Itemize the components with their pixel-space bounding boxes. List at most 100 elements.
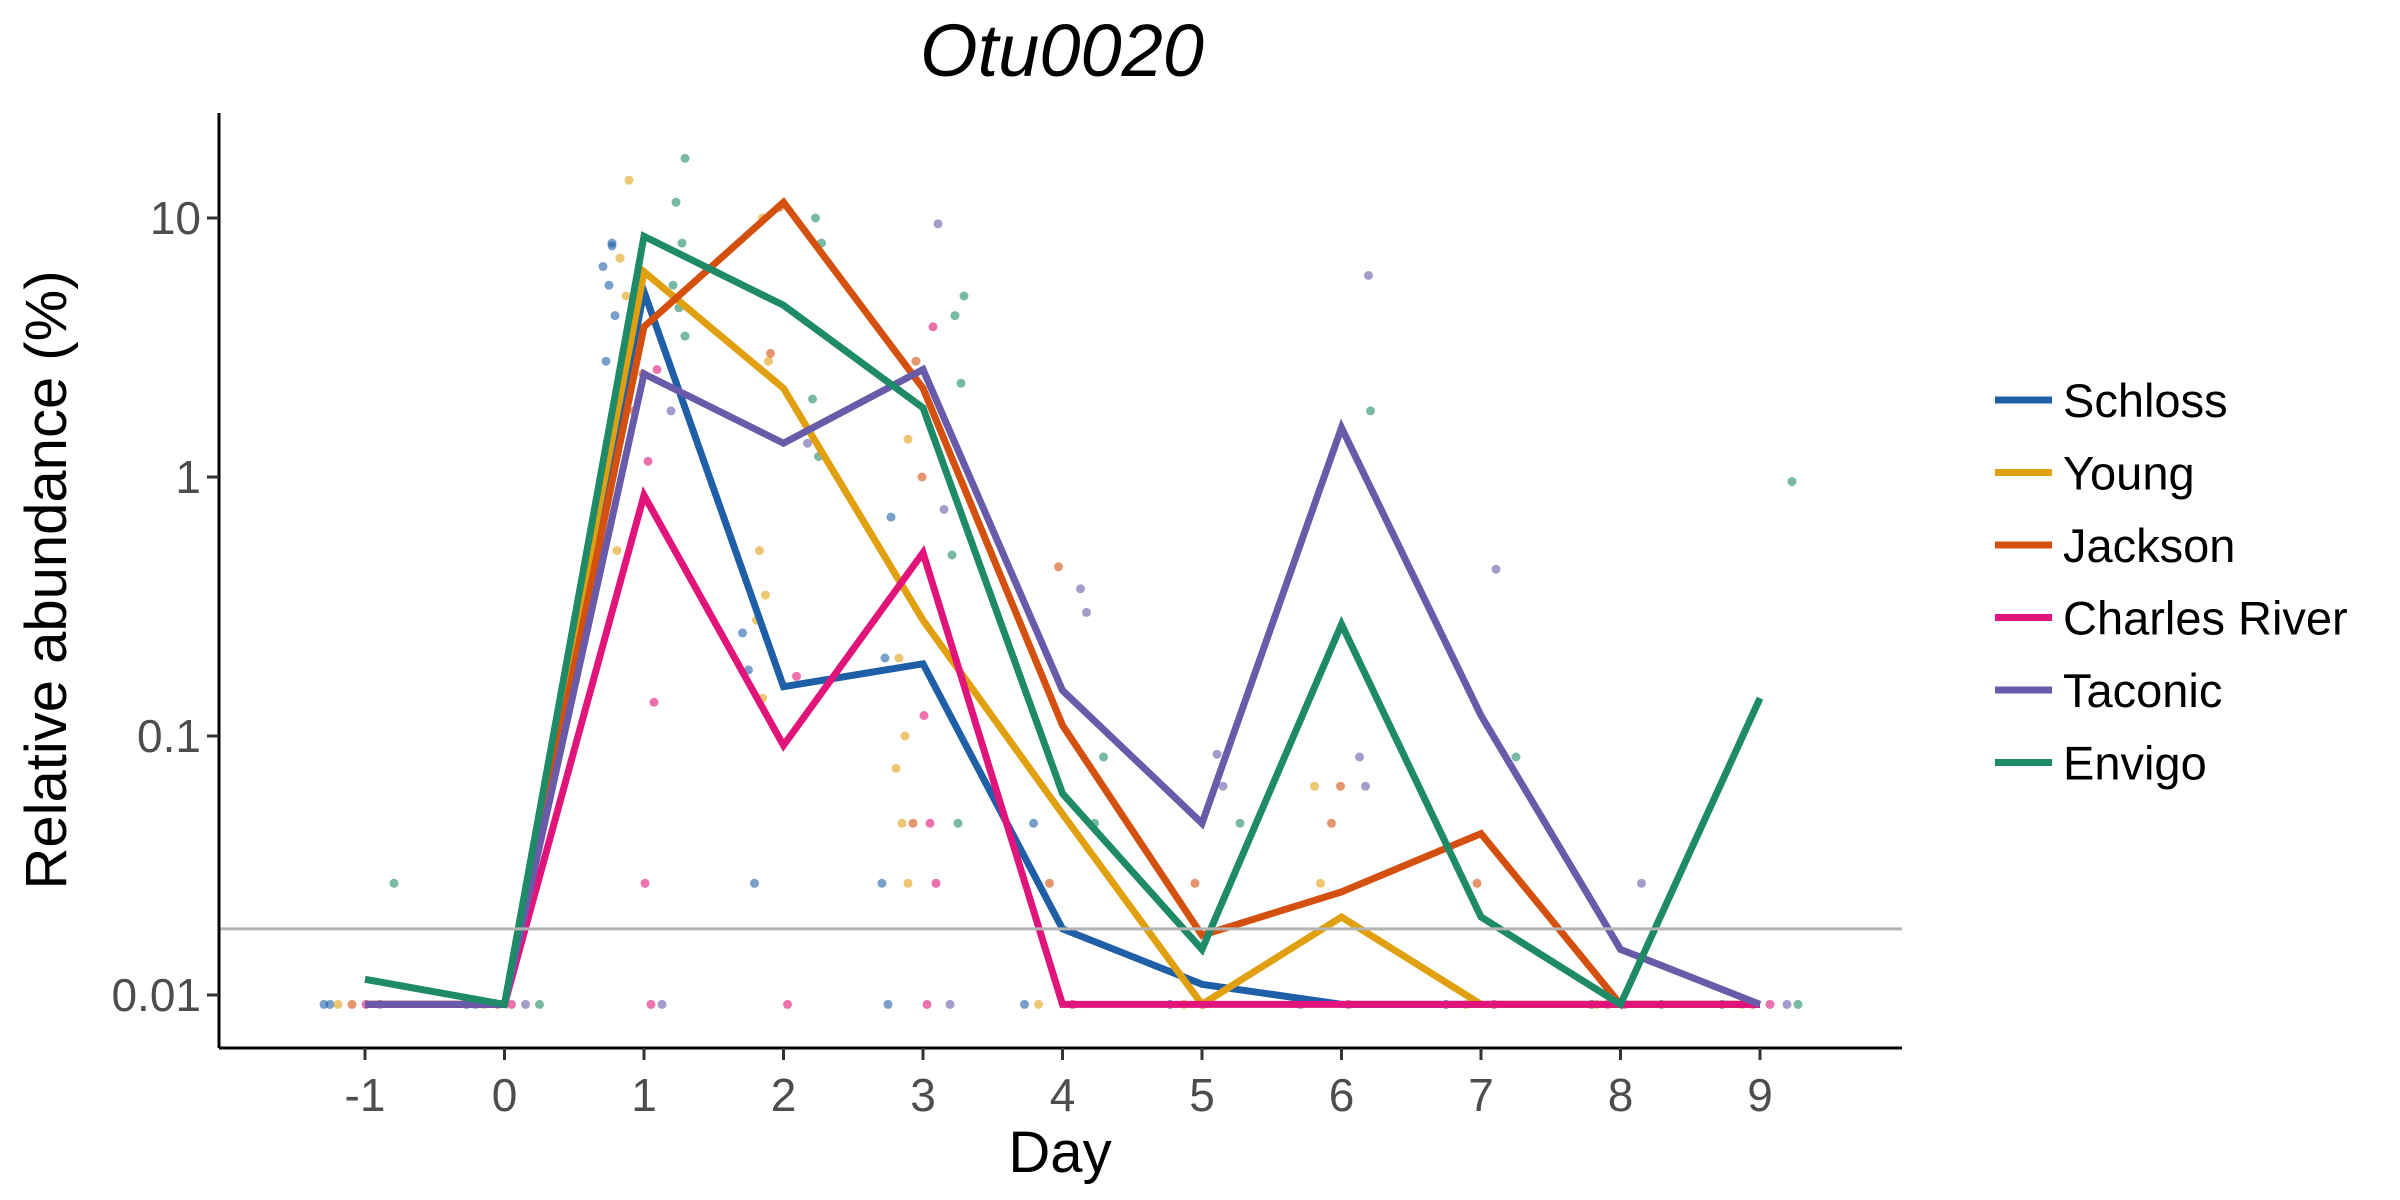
data-point-envigo bbox=[1793, 999, 1803, 1009]
data-point-charles-river bbox=[507, 999, 516, 1009]
data-point-young bbox=[894, 653, 904, 663]
series-lines-layer bbox=[364, 197, 1764, 1010]
chart-title: Otu0020 bbox=[920, 9, 1204, 92]
data-point-jackson bbox=[917, 472, 927, 482]
data-point-envigo bbox=[953, 818, 963, 828]
data-point-envigo bbox=[677, 238, 687, 248]
x-tick-label: 5 bbox=[1189, 1069, 1215, 1121]
data-point-schloss bbox=[325, 999, 335, 1009]
data-point-charles-river bbox=[1765, 999, 1775, 1009]
x-tick-label: 4 bbox=[1050, 1069, 1076, 1121]
data-point-envigo bbox=[680, 331, 690, 341]
data-point-jackson bbox=[1327, 818, 1336, 828]
data-point-taconic bbox=[657, 999, 667, 1009]
data-point-young bbox=[903, 434, 913, 444]
data-point-charles-river bbox=[643, 456, 653, 466]
data-point-envigo bbox=[1099, 752, 1108, 762]
y-tick-label: 1 bbox=[175, 451, 201, 503]
x-tick-label: 2 bbox=[771, 1069, 797, 1121]
legend-label-young: Young bbox=[2063, 447, 2195, 500]
data-point-charles-river bbox=[792, 671, 801, 681]
data-point-envigo bbox=[956, 378, 966, 388]
data-point-charles-river bbox=[928, 322, 938, 332]
x-tick-label: 9 bbox=[1747, 1069, 1773, 1121]
series-line-charles-river bbox=[365, 486, 1760, 1008]
y-axis-title: Relative abundance (%) bbox=[14, 270, 79, 889]
data-point-schloss bbox=[610, 311, 620, 321]
data-point-charles-river bbox=[783, 999, 792, 1009]
data-point-young bbox=[755, 546, 764, 556]
data-point-envigo bbox=[671, 197, 681, 207]
legend: Schloss Young Jackson Charles River Taconic E… bbox=[1995, 374, 2348, 790]
data-point-taconic bbox=[1082, 607, 1091, 617]
data-point-jackson bbox=[766, 348, 775, 358]
data-point-taconic bbox=[1212, 749, 1222, 759]
y-axis-ticks: 0.01 0.1 1 10 bbox=[111, 192, 219, 1021]
legend-label-schloss: Schloss bbox=[2063, 374, 2228, 427]
data-point-envigo bbox=[680, 153, 690, 163]
y-tick-label: 0.1 bbox=[137, 710, 201, 762]
data-point-taconic bbox=[945, 999, 955, 1009]
x-tick-label: 6 bbox=[1329, 1069, 1355, 1121]
data-point-taconic bbox=[803, 438, 812, 448]
data-point-schloss bbox=[886, 512, 896, 522]
x-tick-label: 8 bbox=[1608, 1069, 1634, 1121]
data-point-young bbox=[612, 546, 622, 556]
data-point-envigo bbox=[1511, 752, 1521, 762]
data-point-schloss bbox=[883, 999, 893, 1009]
data-point-jackson bbox=[1336, 781, 1345, 791]
data-point-envigo bbox=[535, 999, 544, 1009]
data-point-jackson bbox=[1190, 878, 1200, 888]
x-tick-label: 3 bbox=[910, 1069, 936, 1121]
data-point-envigo bbox=[811, 213, 820, 223]
data-point-charles-river bbox=[652, 365, 662, 374]
series-line-envigo bbox=[364, 231, 1764, 1010]
data-point-young bbox=[891, 763, 901, 773]
data-point-taconic bbox=[933, 219, 943, 229]
series-line-jackson bbox=[365, 197, 1760, 1008]
data-point-taconic bbox=[521, 999, 530, 1009]
data-point-charles-river bbox=[919, 711, 929, 720]
data-point-schloss bbox=[598, 262, 608, 271]
data-point-taconic bbox=[1361, 781, 1370, 791]
data-point-young bbox=[621, 291, 631, 301]
data-point-schloss bbox=[1020, 999, 1029, 1009]
data-point-envigo bbox=[1366, 406, 1375, 416]
legend-label-charles-river: Charles River bbox=[2063, 592, 2348, 645]
data-point-young bbox=[761, 590, 770, 600]
data-point-young bbox=[615, 253, 625, 263]
x-tick-label: 7 bbox=[1468, 1069, 1494, 1121]
data-point-schloss bbox=[880, 653, 890, 663]
data-point-jackson bbox=[908, 818, 918, 828]
x-tick-label: 1 bbox=[631, 1069, 657, 1121]
data-point-young bbox=[764, 356, 773, 366]
data-point-envigo bbox=[950, 311, 960, 321]
data-point-young bbox=[333, 999, 343, 1009]
y-tick-label: 0.01 bbox=[111, 969, 201, 1021]
x-axis-title: Day bbox=[1008, 1120, 1111, 1185]
data-point-young bbox=[1310, 781, 1319, 791]
data-point-taconic bbox=[666, 406, 676, 416]
data-point-schloss bbox=[877, 878, 887, 888]
data-point-young bbox=[624, 175, 634, 185]
data-point-envigo bbox=[947, 550, 957, 560]
data-point-young bbox=[897, 818, 907, 828]
data-point-charles-river bbox=[931, 878, 941, 888]
data-point-schloss bbox=[607, 241, 617, 251]
data-point-taconic bbox=[1782, 999, 1792, 1009]
data-point-taconic bbox=[1355, 752, 1364, 762]
data-point-jackson bbox=[347, 999, 357, 1009]
data-point-schloss bbox=[601, 356, 611, 366]
data-point-young bbox=[903, 878, 913, 888]
data-point-taconic bbox=[939, 504, 949, 514]
legend-label-jackson: Jackson bbox=[2063, 519, 2235, 572]
data-point-taconic bbox=[1076, 584, 1085, 594]
data-point-envigo bbox=[959, 291, 969, 301]
data-point-schloss bbox=[604, 280, 614, 290]
data-point-envigo bbox=[1235, 818, 1245, 828]
data-point-young bbox=[1316, 878, 1325, 888]
data-point-schloss bbox=[750, 878, 759, 888]
data-point-schloss bbox=[1029, 818, 1038, 828]
x-tick-label: 0 bbox=[492, 1069, 518, 1121]
